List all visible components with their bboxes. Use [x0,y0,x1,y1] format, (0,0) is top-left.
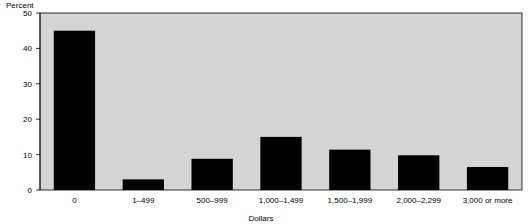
y-tick [36,13,40,14]
x-axis-label: Dollars [249,214,274,223]
bar [398,155,439,190]
y-tick-label: 30 [23,80,32,89]
y-tick-label: 40 [23,44,32,53]
bar [467,167,508,190]
x-tick-label: 1–499 [132,196,155,205]
y-tick-label: 50 [23,9,32,18]
x-tick-label: 1,500–1,999 [328,196,373,205]
y-tick [36,119,40,120]
bar [54,31,95,190]
x-tick-label: 1,000–1,499 [259,196,304,205]
y-tick [36,154,40,155]
bars [54,31,508,190]
x-tick-label: 2,000–2,299 [396,196,441,205]
bar [260,137,301,190]
plot-background [40,13,522,190]
bar [123,179,164,190]
chart-container: 0 10 20 30 40 50 0 1–499 500–999 1,000–1,499 1,500… [0,0,528,224]
x-tick-label: 3,000 or more [463,196,513,205]
y-tick-label: 0 [28,186,33,195]
x-tick-label: 500–999 [197,196,229,205]
y-tick [36,48,40,49]
x-tick-label: 0 [72,196,77,205]
y-axis-label: Percent [6,1,34,10]
chart-svg: 0 10 20 30 40 50 0 1–499 500–999 1,000–1,499 1,500… [0,0,528,224]
bar [191,159,232,190]
bar [329,150,370,190]
y-tick-label: 20 [23,115,32,124]
y-axis-line [40,13,41,190]
y-tick-label: 10 [23,151,32,160]
y-tick [36,190,40,191]
y-tick [36,83,40,84]
